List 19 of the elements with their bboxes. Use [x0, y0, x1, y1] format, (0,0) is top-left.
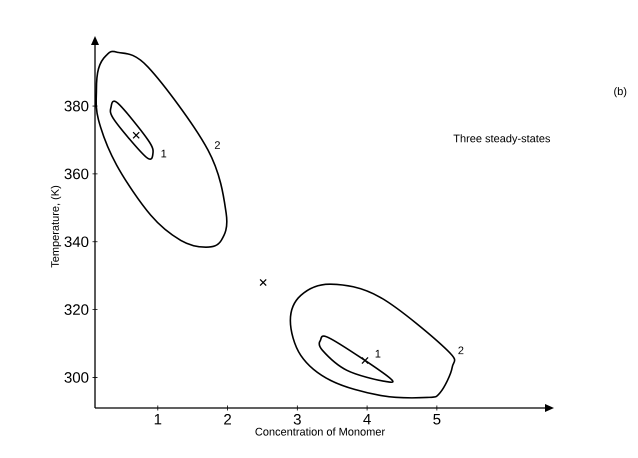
x-tick-label: 2: [224, 414, 231, 424]
y-tick-label: 300: [64, 372, 88, 383]
annotation: 2: [214, 141, 220, 149]
x-tick-label: 4: [363, 414, 371, 424]
x-tick-label: 1: [154, 414, 162, 424]
text: (b): [614, 87, 626, 98]
annotation: 1: [376, 350, 380, 358]
x-tick-label: 5: [433, 414, 440, 424]
x-tick-label: 3: [294, 414, 301, 425]
point: [260, 278, 267, 286]
annotation: 2: [458, 346, 464, 354]
annotation: Three steady-states: [454, 134, 550, 144]
x-axis-title: Concentration of Monomer: [255, 428, 385, 436]
y-tick-label: 340: [64, 236, 88, 248]
y-axis-title: Temperature, (K): [50, 186, 62, 268]
y-tick-label: 320: [64, 304, 88, 315]
annotation: 1: [161, 150, 166, 158]
y-tick-label: 360: [64, 168, 88, 180]
y-tick-label: 380: [64, 100, 88, 112]
